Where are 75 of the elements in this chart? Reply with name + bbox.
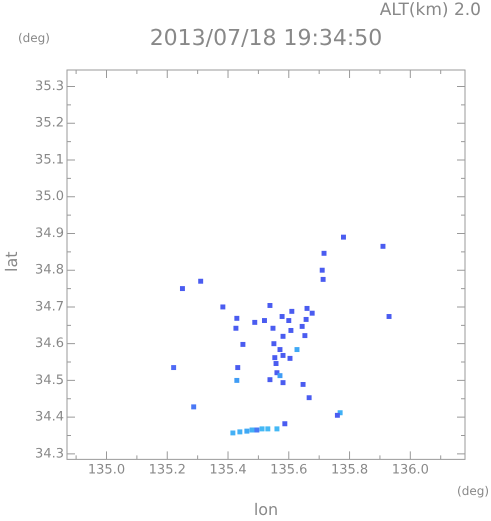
point bbox=[237, 429, 242, 434]
point bbox=[233, 326, 238, 331]
point bbox=[320, 276, 326, 282]
point bbox=[302, 333, 308, 338]
y-axis-title: lat bbox=[2, 251, 21, 272]
point bbox=[267, 303, 272, 308]
point bbox=[288, 356, 292, 361]
y-tick-label: 35.1 bbox=[35, 152, 64, 168]
point bbox=[250, 428, 254, 432]
point bbox=[310, 310, 315, 316]
point bbox=[280, 314, 285, 319]
chart-title: 2013/07/18 19:34:50 bbox=[148, 26, 384, 51]
point bbox=[270, 326, 276, 331]
point bbox=[230, 430, 236, 436]
point bbox=[265, 426, 270, 432]
x-tick-label: 135.8 bbox=[330, 462, 368, 478]
text: (deg) bbox=[457, 484, 489, 498]
point bbox=[171, 365, 176, 370]
point bbox=[288, 328, 294, 333]
point bbox=[286, 318, 292, 324]
point bbox=[254, 428, 260, 432]
point bbox=[271, 341, 276, 346]
point bbox=[322, 250, 327, 256]
y-tick-label: 34.9 bbox=[35, 226, 64, 241]
point bbox=[267, 377, 272, 382]
x-tick-label: 135.4 bbox=[209, 462, 247, 478]
point bbox=[280, 380, 286, 386]
point bbox=[274, 361, 278, 366]
y-tick-label: 34.7 bbox=[35, 299, 64, 314]
x-tick-label: 135.0 bbox=[88, 462, 126, 478]
y-tick-label: 35.2 bbox=[35, 116, 64, 131]
x-axis-title: lon bbox=[252, 500, 280, 519]
point bbox=[260, 426, 265, 432]
point bbox=[191, 404, 196, 410]
point bbox=[300, 382, 306, 387]
y-tick-label: 34.5 bbox=[35, 372, 64, 388]
x-tick-label: 135.6 bbox=[270, 462, 308, 478]
point bbox=[320, 268, 325, 273]
point bbox=[234, 378, 240, 383]
point bbox=[306, 395, 312, 400]
point bbox=[278, 347, 282, 352]
point bbox=[180, 286, 185, 292]
y-tick-label: 34.3 bbox=[35, 446, 64, 462]
point bbox=[380, 244, 386, 249]
point bbox=[304, 316, 309, 322]
point bbox=[252, 320, 258, 325]
chart-subtitle: ALT(km) 2.0 bbox=[380, 0, 481, 20]
point bbox=[334, 412, 340, 418]
point bbox=[289, 308, 294, 314]
text: (deg) bbox=[18, 31, 50, 45]
point bbox=[280, 352, 286, 358]
point bbox=[272, 355, 278, 360]
point bbox=[304, 306, 310, 311]
y-tick-label: 34.8 bbox=[35, 262, 64, 278]
point bbox=[235, 365, 240, 370]
point bbox=[300, 324, 305, 329]
point bbox=[262, 318, 267, 324]
y-tick-label: 34.4 bbox=[35, 410, 64, 425]
point bbox=[282, 421, 288, 426]
point bbox=[220, 304, 226, 310]
point bbox=[234, 316, 240, 321]
point bbox=[294, 347, 300, 352]
point bbox=[198, 278, 204, 284]
point bbox=[244, 428, 250, 434]
point bbox=[240, 342, 246, 347]
x-tick-label: 135.2 bbox=[148, 462, 186, 478]
point bbox=[386, 314, 392, 319]
x-tick-label: 136.0 bbox=[392, 462, 429, 478]
point bbox=[274, 426, 280, 432]
y-tick-label: 35.0 bbox=[35, 189, 64, 204]
point bbox=[278, 373, 282, 378]
point bbox=[341, 234, 346, 240]
point bbox=[280, 334, 286, 339]
y-tick-label: 34.6 bbox=[35, 336, 64, 352]
y-tick-label: 35.3 bbox=[35, 78, 64, 94]
